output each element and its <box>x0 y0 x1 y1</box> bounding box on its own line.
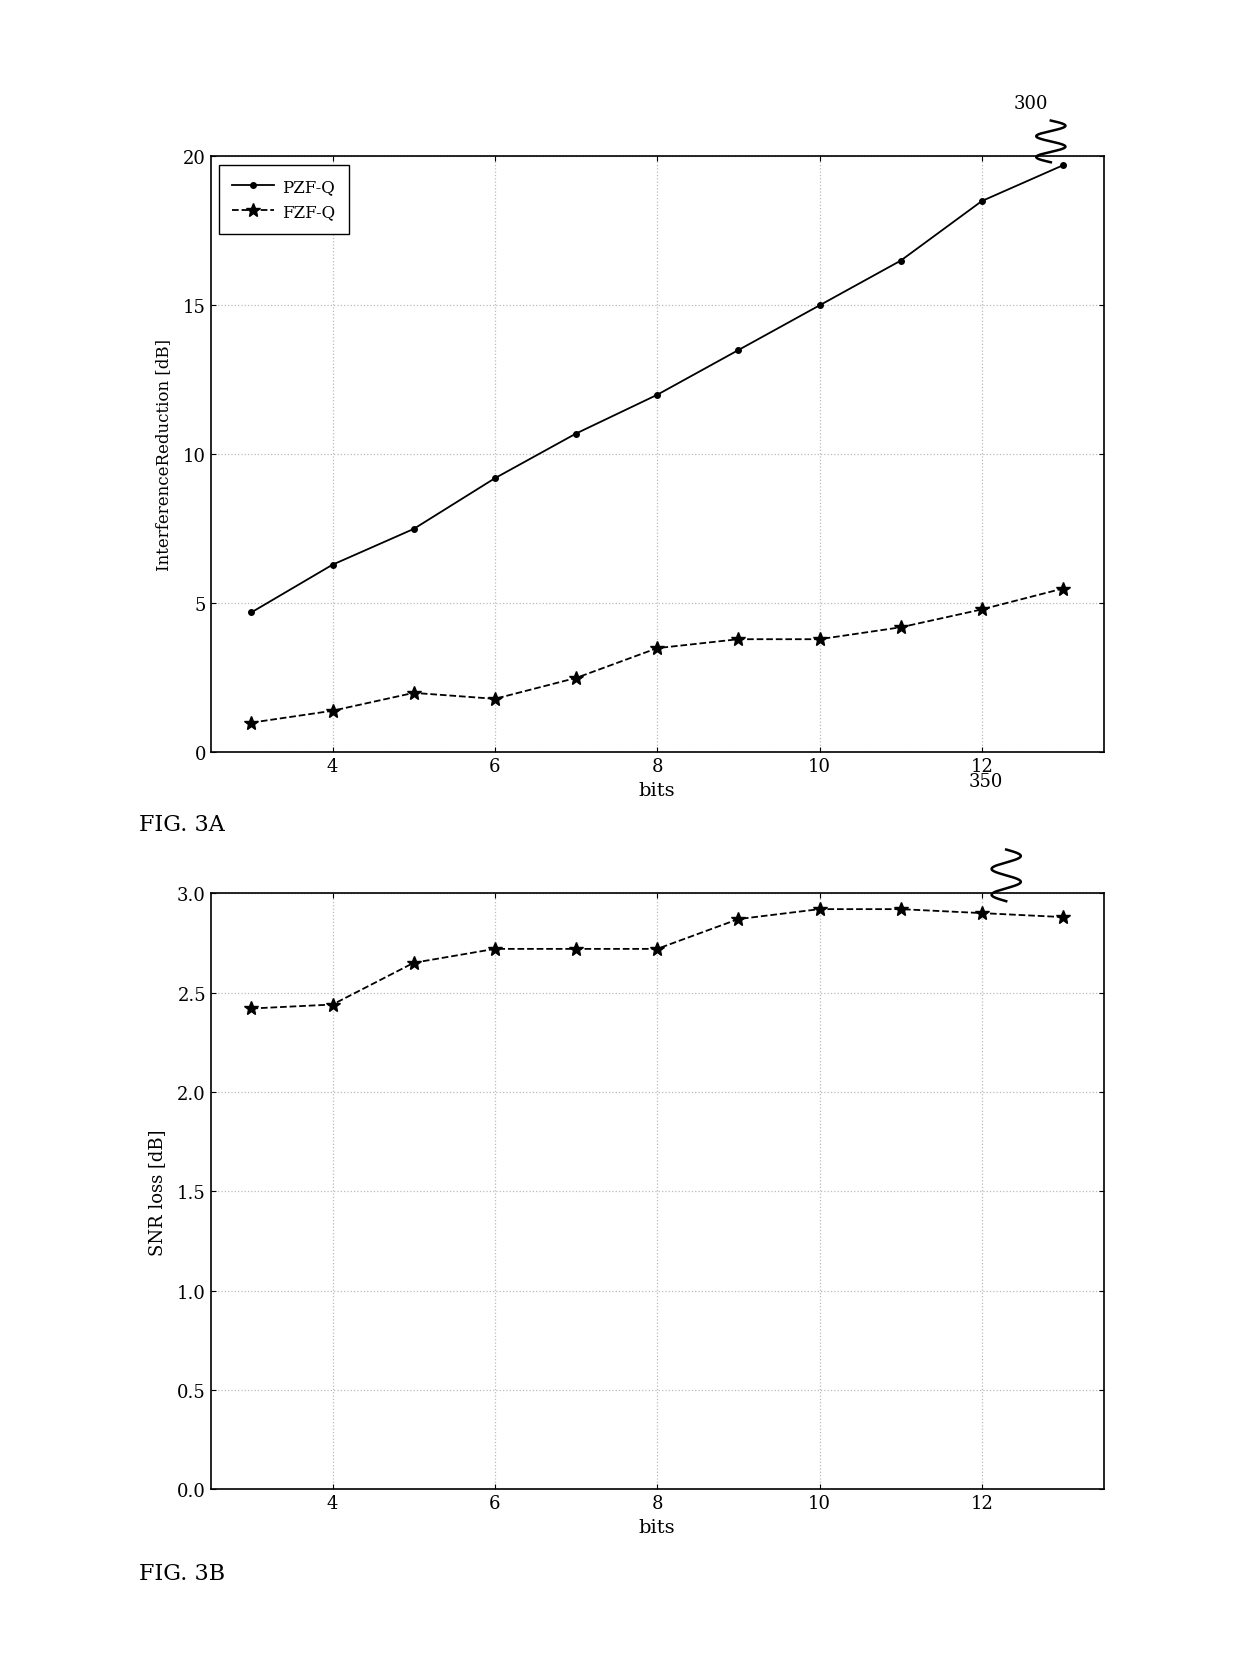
Y-axis label: InterferenceReduction [dB]: InterferenceReduction [dB] <box>155 339 172 571</box>
Legend: PZF-Q, FZF-Q: PZF-Q, FZF-Q <box>219 166 348 235</box>
Text: FIG. 3B: FIG. 3B <box>139 1562 226 1584</box>
X-axis label: bits: bits <box>639 781 676 799</box>
X-axis label: bits: bits <box>639 1518 676 1536</box>
Text: 300: 300 <box>1013 94 1048 113</box>
Y-axis label: SNR loss [dB]: SNR loss [dB] <box>148 1129 166 1254</box>
Text: FIG. 3A: FIG. 3A <box>139 814 226 836</box>
Text: 350: 350 <box>968 773 1003 791</box>
